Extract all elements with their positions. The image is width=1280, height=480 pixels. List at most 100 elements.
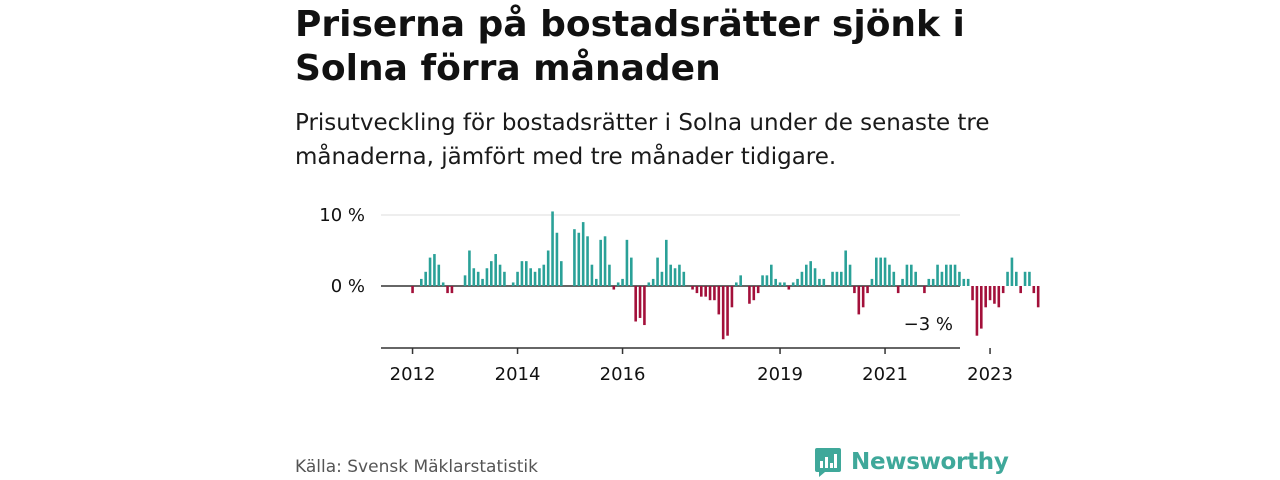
bar [844, 250, 847, 286]
bar [778, 282, 782, 286]
bar [787, 286, 791, 290]
bar [975, 286, 979, 336]
bar [634, 286, 637, 322]
bar [748, 286, 751, 304]
bar [560, 261, 563, 286]
bar [638, 286, 642, 318]
bar [988, 286, 992, 301]
bar [420, 278, 423, 286]
bar [673, 268, 677, 286]
y-tick-label: 10 % [319, 205, 365, 226]
bar [774, 278, 777, 286]
bar [643, 286, 646, 326]
bar [433, 254, 436, 286]
bar [542, 264, 546, 286]
bar [1010, 257, 1014, 286]
bar [660, 271, 664, 286]
x-tick-label: 2014 [495, 364, 541, 385]
bar [656, 257, 659, 286]
bar [551, 211, 554, 286]
bar [616, 282, 620, 286]
bar [468, 250, 471, 286]
bar [910, 264, 913, 286]
bar [927, 278, 931, 286]
bar [840, 271, 843, 286]
bar [441, 282, 445, 286]
bar [936, 264, 939, 286]
x-tick-label: 2012 [390, 364, 436, 385]
bar [1032, 286, 1036, 294]
bar [875, 257, 878, 286]
bar [923, 286, 926, 294]
bar [805, 264, 808, 286]
bar [993, 286, 996, 304]
bars [411, 211, 1040, 340]
bar [958, 271, 961, 286]
bar [756, 286, 760, 294]
x-tick-label: 2016 [600, 364, 646, 385]
bar [783, 282, 786, 286]
bar [590, 264, 594, 286]
bar [896, 286, 900, 294]
bar [905, 264, 909, 286]
bar [1001, 286, 1005, 294]
chart-subtitle: Prisutveckling för bostadsrätter i Solna… [295, 110, 990, 170]
bar [516, 271, 519, 286]
last-value-annotation: −3 % [904, 314, 953, 335]
bar [800, 271, 804, 286]
bar [717, 286, 721, 315]
bar [713, 286, 716, 301]
bar [651, 278, 655, 286]
bar [822, 278, 826, 286]
bar [700, 286, 703, 297]
bar [971, 286, 974, 301]
bar [940, 271, 944, 286]
bar [682, 271, 686, 286]
x-tick-label: 2023 [967, 364, 1013, 385]
bar [853, 286, 856, 294]
bar [630, 257, 633, 286]
bar [888, 264, 891, 286]
bar [608, 264, 611, 286]
bar [931, 278, 935, 286]
bar [450, 286, 454, 294]
bar [577, 232, 581, 286]
x-tick-label: 2021 [862, 364, 908, 385]
bar [866, 286, 869, 294]
bar [879, 257, 882, 286]
bar [490, 261, 493, 286]
bar [446, 286, 449, 294]
bar [835, 271, 839, 286]
bar [704, 286, 707, 297]
bar [494, 254, 497, 286]
bar [997, 286, 1001, 308]
bar [428, 257, 432, 286]
bar [892, 271, 896, 286]
newsworthy-logo[interactable]: Newsworthy [814, 446, 1009, 478]
bar [739, 275, 742, 286]
bar [914, 271, 917, 286]
y-axis: 10 % 0 % [319, 205, 365, 297]
newsworthy-logo-icon [815, 448, 841, 477]
bar [691, 286, 694, 290]
bar [870, 278, 874, 286]
bar [586, 236, 589, 286]
bar [481, 278, 484, 286]
bar [669, 264, 672, 286]
bar [612, 286, 616, 290]
bar [581, 222, 585, 286]
chart-title: Priserna på bostadsrätter sjönk i Solna … [295, 4, 965, 89]
bar [1015, 271, 1018, 286]
bar [437, 264, 441, 286]
bar [472, 268, 476, 286]
bar [809, 261, 812, 286]
bar [511, 282, 515, 286]
bar [555, 232, 559, 286]
bar [463, 275, 467, 286]
x-tick-label: 2019 [757, 364, 803, 385]
bar [953, 264, 957, 286]
bar [1023, 271, 1027, 286]
bar [761, 275, 764, 286]
bar [621, 278, 624, 286]
